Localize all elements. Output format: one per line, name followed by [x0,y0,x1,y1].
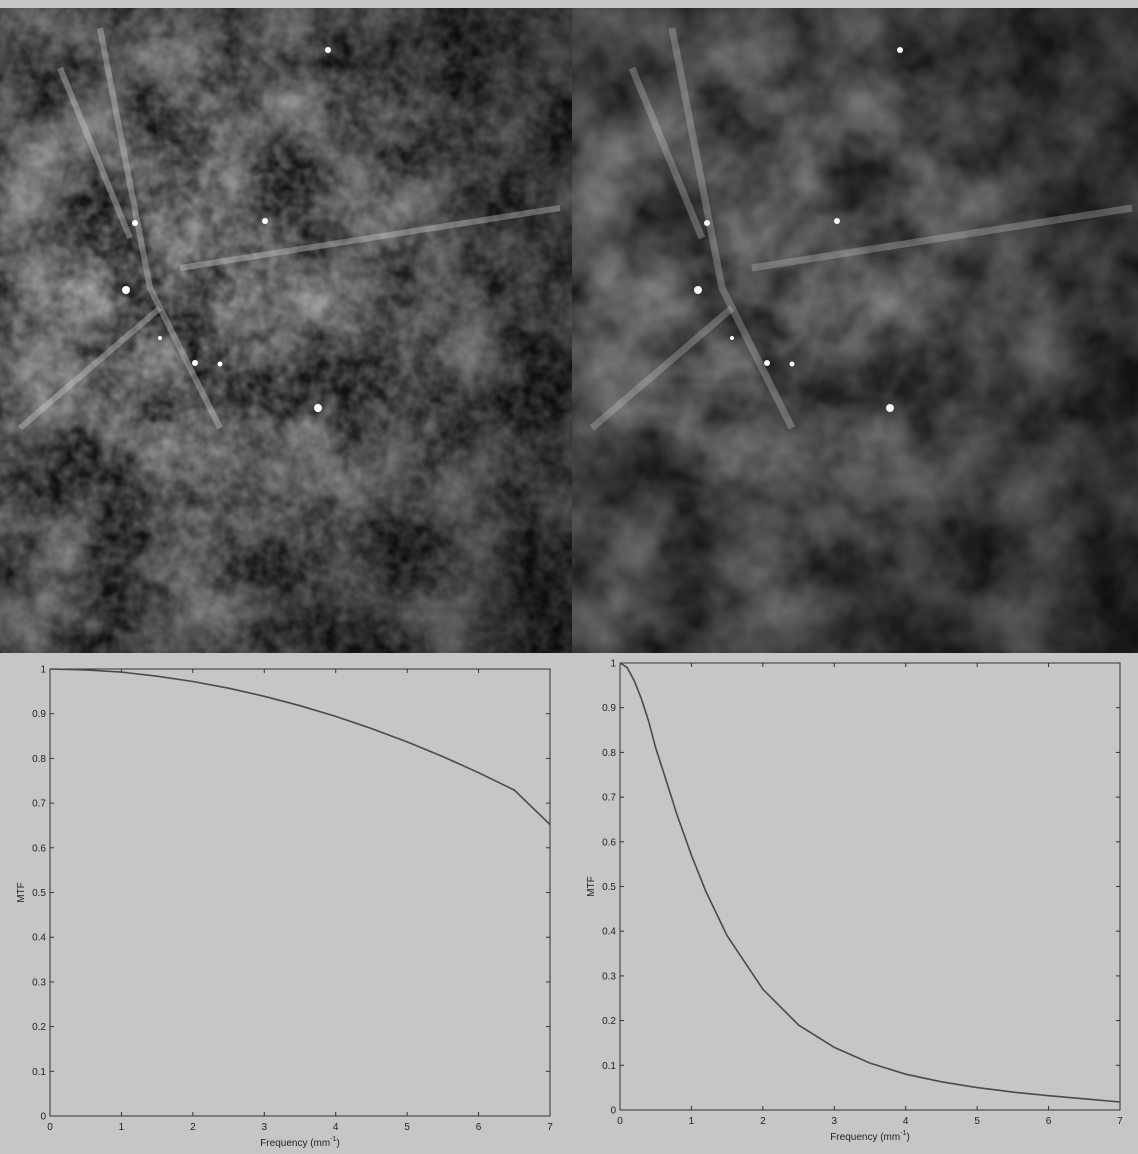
y-tick-label: 0.9 [32,709,46,720]
x-tick-label: 5 [404,1122,410,1133]
mtf-chart-left: 0 1 2 3 4 5 6 7 0 0.1 0.2 0.3 0.4 0.5 0.6 0.7 0.8 0.9 1 MTF… [0,654,572,1154]
y-tick-label: 0.2 [602,1016,616,1027]
y-tick-label: 0.7 [32,799,46,810]
y-tick-label: 0.4 [32,933,46,944]
mammogram-image-right [572,8,1138,653]
x-tick-label: 6 [1046,1116,1052,1127]
x-tick-label: 3 [262,1122,268,1133]
x-tick-label: 2 [190,1122,196,1133]
plot-frame [49,668,551,1117]
y-tick-label: 0.5 [602,882,616,893]
y-axis-label: MTF [586,876,597,897]
y-tick-label: 0.3 [32,977,46,988]
mtf-chart-right: 0 1 2 3 4 5 6 7 0 0.1 0.2 0.3 0.4 0.5 0.6 0.7 0.8 0.9 1 MTF… [572,654,1138,1154]
x-tick-label: 1 [119,1122,125,1133]
y-tick-label: 1 [610,659,616,670]
mtf-curve [619,662,1121,1103]
y-tick-label: 0 [40,1112,46,1123]
y-tick-label: 0.8 [602,748,616,759]
y-tick-label: 0.1 [32,1067,46,1078]
y-tick-label: 0.4 [602,927,616,938]
x-tick-label: 3 [832,1116,838,1127]
y-tick-label: 0.1 [602,1061,616,1072]
y-tick-label: 0 [610,1106,616,1117]
y-tick-label: 0.7 [602,793,616,804]
mtf-curve [49,668,551,826]
x-tick-label: 0 [617,1116,623,1127]
y-tick-label: 1 [40,665,46,676]
x-tick-label: 6 [476,1122,482,1133]
mammogram-image-left [0,8,572,653]
x-axis-label: Frequency (mm-1) [830,1130,910,1143]
y-axis-label: MTF [16,882,27,903]
x-tick-label: 0 [47,1122,53,1133]
x-tick-label: 1 [689,1116,695,1127]
y-tick-label: 0.6 [602,837,616,848]
x-tick-label: 2 [760,1116,766,1127]
plot-frame [619,662,1121,1111]
x-tick-label: 7 [547,1122,553,1133]
y-tick-label: 0.5 [32,888,46,899]
y-tick-label: 0.6 [32,843,46,854]
x-tick-label: 4 [903,1116,909,1127]
x-tick-label: 5 [974,1116,980,1127]
x-tick-label: 7 [1117,1116,1123,1127]
y-tick-label: 0.2 [32,1022,46,1033]
x-tick-label: 4 [333,1122,339,1133]
y-tick-label: 0.9 [602,703,616,714]
x-axis-label: Frequency (mm-1) [260,1136,340,1149]
y-tick-label: 0.8 [32,754,46,765]
y-tick-label: 0.3 [602,971,616,982]
